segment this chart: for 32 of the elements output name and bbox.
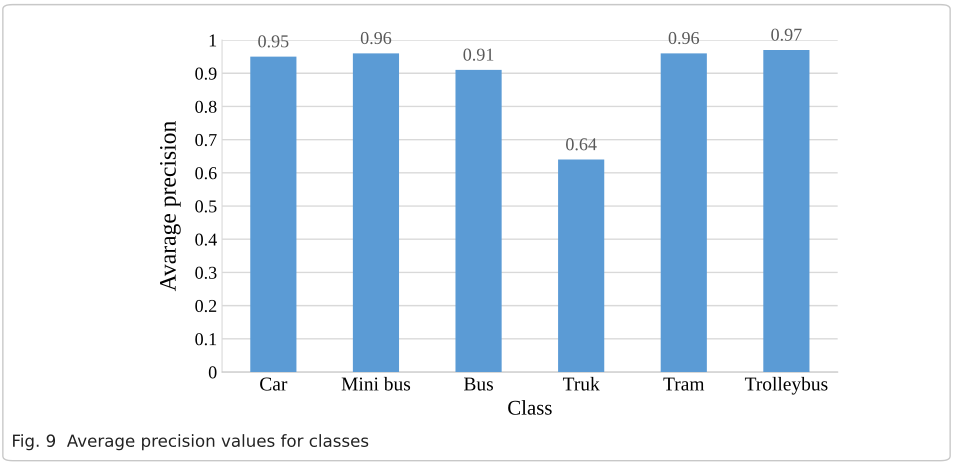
y-tick-label: 0.5 [195, 200, 216, 213]
data-label: 0.95 [258, 35, 288, 48]
y-tick-label: 0.6 [195, 167, 217, 180]
y-axis-title: Avarage precision [160, 121, 181, 292]
y-tick-label: 0.9 [195, 68, 216, 80]
bar [250, 56, 296, 372]
x-tick-label: Car [260, 378, 288, 391]
x-axis-title: Class [508, 400, 552, 415]
x-tick-label: Bus [464, 378, 493, 391]
x-tick-label: Tram [663, 378, 704, 391]
y-tick-label: 1 [210, 34, 216, 46]
y-tick-label: 0.4 [195, 233, 217, 246]
data-label: 0.97 [771, 28, 802, 41]
bar [455, 70, 502, 372]
data-label: 0.64 [566, 138, 597, 150]
data-label: 0.96 [668, 32, 700, 44]
bar [558, 160, 604, 372]
x-tick-label: Trolleybus [744, 376, 828, 395]
bar [763, 50, 810, 372]
caption: Fig. 9 Average precision values for classes [13, 434, 368, 450]
bar [352, 53, 400, 372]
x-tick-label: Mini bus [342, 376, 410, 391]
y-tick-label: 0 [208, 366, 216, 378]
y-tick-label: 0.2 [195, 300, 216, 312]
bar [660, 53, 707, 372]
x-tick-label: Truk [562, 376, 600, 391]
y-tick-label: 0.7 [195, 134, 217, 146]
data-label: 0.96 [360, 32, 392, 44]
y-tick-label: 0.3 [195, 266, 216, 279]
y-tick-label: 0.1 [195, 333, 216, 346]
data-label: 0.91 [463, 48, 494, 61]
y-tick-label: 0.8 [195, 100, 216, 113]
